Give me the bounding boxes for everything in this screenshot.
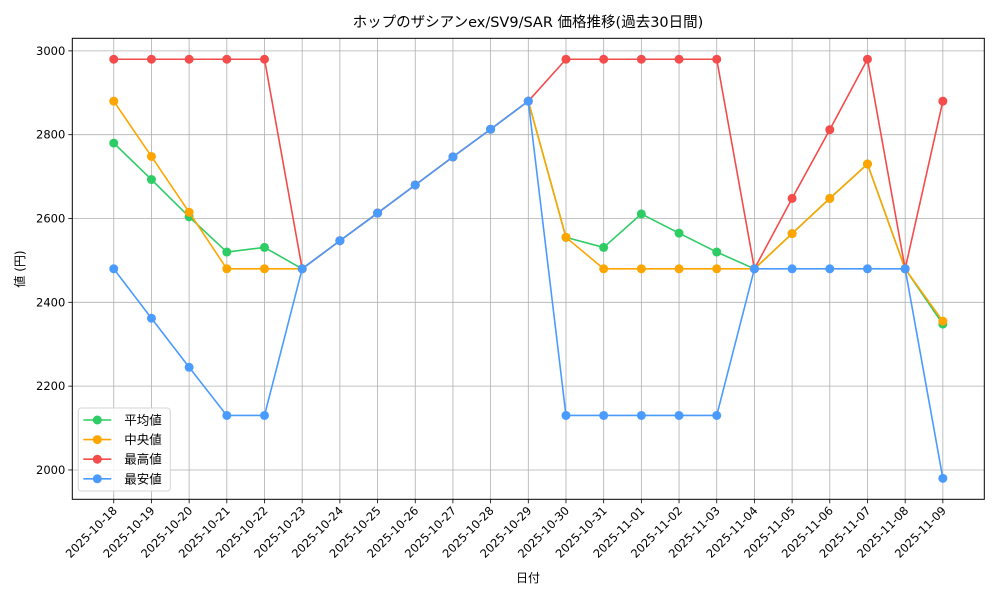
data-point-marker (862, 159, 872, 169)
data-point-marker (146, 151, 156, 161)
legend-box (77, 407, 171, 492)
data-point-marker (938, 473, 948, 483)
data-point-marker (862, 264, 872, 274)
data-point-marker (109, 138, 119, 148)
y-axis-label: 値 (円) (12, 250, 27, 287)
legend-item: 中央値 (83, 432, 162, 447)
data-point-marker (259, 54, 269, 64)
data-point-marker (712, 54, 722, 64)
data-point-marker (712, 247, 722, 257)
data-point-marker (599, 264, 609, 274)
data-point-marker (146, 175, 156, 185)
data-point-marker (146, 54, 156, 64)
data-point-marker (146, 313, 156, 323)
data-point-marker (184, 362, 194, 372)
data-point-marker (938, 316, 948, 326)
data-point-marker (674, 54, 684, 64)
series-lines (109, 54, 948, 483)
data-point-marker (674, 410, 684, 420)
y-axis-ticks: 2000 2200 2400 2600 2800 3000 (36, 44, 73, 477)
data-point-marker (561, 410, 571, 420)
data-point-marker (486, 124, 496, 134)
data-point-marker (109, 96, 119, 106)
y-tick-label: 3000 (36, 44, 65, 58)
legend-marker-icon (92, 454, 102, 464)
legend-label: 最高値 (124, 452, 162, 467)
legend-item: 最安値 (83, 471, 162, 486)
legend-marker-icon (92, 415, 102, 425)
series-3 (109, 96, 948, 483)
legend-label: 中央値 (124, 432, 162, 447)
data-point-marker (448, 152, 458, 162)
data-point-marker (222, 54, 232, 64)
data-point-marker (297, 264, 307, 274)
data-point-marker (109, 54, 119, 64)
data-point-marker (787, 229, 797, 239)
data-point-marker (825, 125, 835, 135)
data-point-marker (674, 264, 684, 274)
data-point-marker (749, 264, 759, 274)
y-tick-label: 2000 (36, 463, 65, 477)
data-point-marker (712, 264, 722, 274)
data-point-marker (862, 54, 872, 64)
y-tick-label: 2600 (36, 212, 65, 226)
legend-label: 最安値 (124, 471, 162, 486)
data-point-marker (222, 264, 232, 274)
x-axis-label: 日付 (516, 571, 540, 585)
data-point-marker (938, 96, 948, 106)
data-point-marker (561, 232, 571, 242)
data-point-marker (599, 410, 609, 420)
data-point-marker (259, 242, 269, 252)
data-point-marker (825, 193, 835, 203)
data-point-marker (523, 96, 533, 106)
legend-item: 最高値 (83, 452, 162, 467)
legend-label: 平均値 (124, 413, 162, 428)
data-point-marker (599, 54, 609, 64)
data-point-marker (599, 242, 609, 252)
y-tick-label: 2800 (36, 128, 65, 142)
data-point-marker (674, 228, 684, 238)
data-point-marker (636, 264, 646, 274)
data-point-marker (222, 410, 232, 420)
data-point-marker (636, 209, 646, 219)
data-point-marker (410, 180, 420, 190)
data-point-marker (184, 54, 194, 64)
chart-title: ホップのザシアンex/SV9/SAR 価格推移(過去30日間) (353, 14, 704, 31)
data-point-marker (561, 54, 571, 64)
data-point-marker (259, 410, 269, 420)
y-tick-label: 2200 (36, 379, 65, 393)
data-point-marker (222, 247, 232, 257)
data-point-marker (184, 207, 194, 217)
legend-item: 平均値 (83, 413, 162, 428)
data-point-marker (636, 54, 646, 64)
data-point-marker (636, 410, 646, 420)
data-point-marker (712, 410, 722, 420)
y-tick-label: 2400 (36, 295, 65, 309)
data-point-marker (825, 264, 835, 274)
legend-marker-icon (92, 435, 102, 445)
data-point-marker (259, 264, 269, 274)
data-point-marker (787, 264, 797, 274)
legend-marker-icon (92, 474, 102, 484)
data-point-marker (900, 264, 910, 274)
data-point-marker (787, 193, 797, 203)
data-point-marker (335, 236, 345, 246)
data-point-marker (109, 264, 119, 274)
data-point-marker (373, 208, 383, 218)
